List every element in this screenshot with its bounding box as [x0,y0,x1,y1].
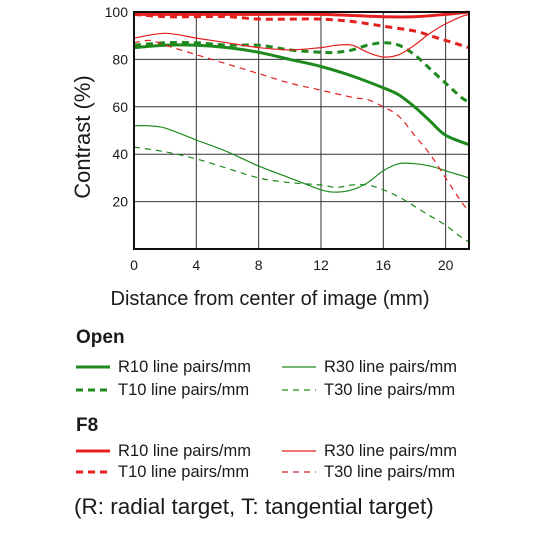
x-tick-label: 20 [438,257,454,273]
legend-swatch [282,389,316,391]
legend-group-open-title: Open [76,327,125,348]
legend-label: T30 line pairs/mm [324,380,456,399]
y-tick-label: 20 [112,194,128,210]
legend-label: R10 line pairs/mm [118,441,251,460]
series-line-f8-r30 [133,13,470,58]
legend-swatch [76,365,110,369]
y-tick-label: 100 [105,4,129,20]
legend-item-open-t30: T30 line pairs/mm [280,380,455,400]
series-line-open-r30 [133,125,470,193]
legend-label: R10 line pairs/mm [118,357,251,376]
series-line-open-r10 [133,43,470,147]
x-tick-label: 0 [130,257,138,273]
legend-label: R30 line pairs/mm [324,441,457,460]
legend-swatch [282,471,316,473]
legend-swatch [76,449,110,453]
y-tick-label: 40 [112,146,128,162]
legend-swatch [76,388,110,392]
legend-label: T30 line pairs/mm [324,462,456,481]
tick-labels: 0 4 8 12 16 20 20 40 60 80 100 [105,4,454,273]
legend-swatch [76,470,110,474]
grid [133,11,469,249]
series-lines [133,10,470,243]
legend-label: R30 line pairs/mm [324,357,457,376]
y-axis-label: Contrast (%) [70,75,95,198]
legend-swatch [282,450,316,452]
series-line-f8-t10 [133,12,470,50]
legend-item-f8-t30: T30 line pairs/mm [280,462,455,482]
series-line-open-t10 [133,41,470,104]
x-tick-label: 16 [376,257,392,273]
series-line-f8-t30 [133,39,470,212]
plot-frame [133,11,470,250]
legend-item-f8-t10: T10 line pairs/mm [74,462,249,482]
y-tick-label: 80 [112,51,128,67]
x-tick-label: 4 [192,257,200,273]
x-tick-label: 8 [255,257,263,273]
legend-group-f8-title: F8 [76,415,99,436]
legend-item-f8-r10: R10 line pairs/mm [74,441,251,461]
series-line-open-t30 [133,146,470,243]
x-axis-label: Distance from center of image (mm) [111,288,430,310]
series-line-f8-r10 [134,10,470,19]
mtf-chart: 0 4 8 12 16 20 20 40 60 80 100 Contrast (%) Distan… [70,4,470,310]
legend-label: T10 line pairs/mm [118,380,250,399]
legend-swatch [282,366,316,368]
y-tick-label: 60 [112,99,128,115]
legend-item-open-t10: T10 line pairs/mm [74,380,249,400]
legend-item-f8-r30: R30 line pairs/mm [280,441,457,461]
legend-item-open-r10: R10 line pairs/mm [74,357,251,377]
legend-label: T10 line pairs/mm [118,462,250,481]
footnote: (R: radial target, T: tangential target) [74,494,434,519]
x-tick-label: 12 [313,257,329,273]
legend-item-open-r30: R30 line pairs/mm [280,357,457,377]
